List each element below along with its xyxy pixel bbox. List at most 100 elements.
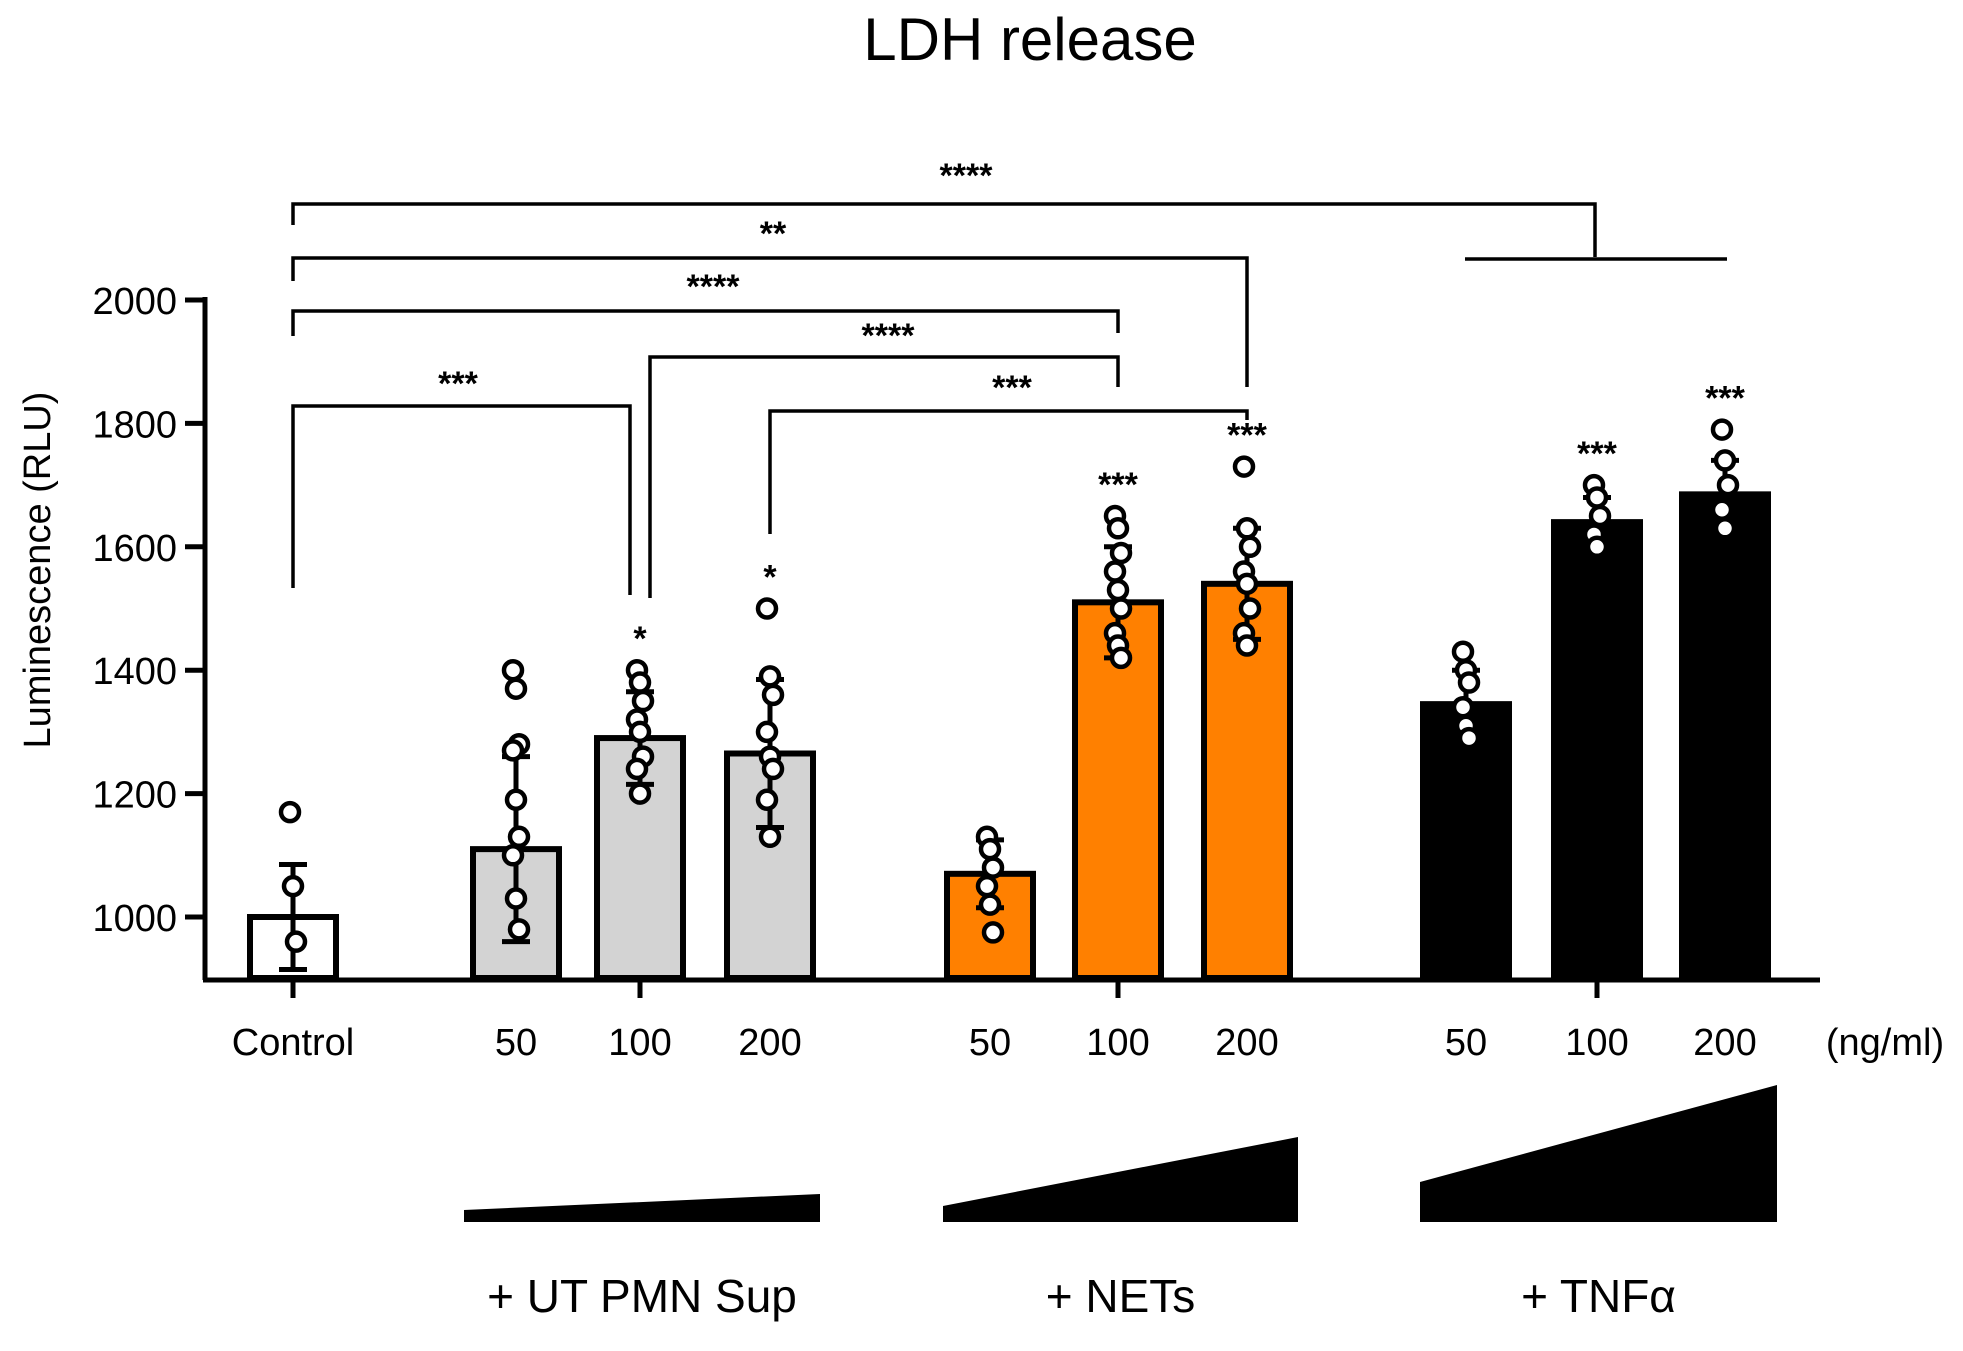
bars-layer: ******** ******: [247, 380, 1771, 982]
bar-group: ***: [1201, 417, 1293, 981]
bracket-label: ***: [438, 365, 478, 403]
bar: [1551, 519, 1643, 981]
y-tick-label: 1800: [92, 404, 177, 446]
data-point: [1451, 640, 1475, 663]
bar-group: [470, 658, 562, 981]
y-tick-label: 1600: [92, 528, 177, 570]
data-point: [758, 825, 782, 849]
data-point: [978, 837, 1002, 861]
data-point: [1235, 517, 1259, 540]
bar-group: *: [724, 559, 816, 981]
data-point: [1109, 541, 1133, 565]
data-point: [507, 825, 531, 849]
x-tick-label: 100: [1086, 1022, 1149, 1064]
significance-label: *: [763, 559, 777, 597]
data-point: [1106, 578, 1130, 602]
data-point: [975, 874, 999, 898]
significance-brackets: ********************: [291, 157, 1727, 598]
x-tick-label: 200: [1693, 1022, 1756, 1064]
data-point: [628, 782, 652, 805]
dose-wedge: [943, 1137, 1298, 1222]
data-point: [1713, 517, 1737, 540]
data-point: [981, 856, 1005, 879]
data-point: [1585, 486, 1609, 509]
data-point: [1716, 473, 1740, 497]
data-point: [761, 683, 785, 707]
x-tick-label: Control: [232, 1022, 355, 1064]
group-label: + TNFα: [1521, 1270, 1676, 1322]
data-point: [1109, 646, 1133, 670]
bracket-label: **: [760, 215, 787, 253]
dose-wedge-ut: + UT PMN Sup: [464, 1194, 820, 1322]
data-point: [1457, 726, 1481, 750]
significance-label: ***: [1227, 417, 1267, 455]
data-point: [755, 597, 779, 620]
bar-group: *: [594, 620, 686, 981]
data-point: [755, 788, 779, 812]
bar-group: [944, 825, 1036, 981]
x-tick-label: 50: [969, 1022, 1011, 1064]
bracket-line: [291, 309, 1120, 336]
data-point: [1588, 504, 1612, 528]
bracket-label: ***: [992, 369, 1032, 407]
data-point: [628, 671, 652, 694]
y-tick-label: 1000: [92, 898, 177, 940]
x-tick-label: 100: [608, 1022, 671, 1064]
data-point: [1106, 517, 1130, 540]
comparison-bracket: **: [291, 215, 1249, 387]
bar: [1420, 701, 1512, 981]
bracket-line: [291, 404, 632, 595]
data-point: [507, 918, 531, 941]
bracket-label: ****: [940, 157, 994, 195]
data-point: [504, 887, 528, 910]
group-label: + UT PMN Sup: [487, 1270, 797, 1322]
data-point: [504, 788, 528, 812]
data-point: [278, 800, 302, 824]
x-tick-label: 50: [1445, 1022, 1487, 1064]
significance-label: *: [633, 620, 647, 658]
data-point: [1238, 597, 1262, 620]
bar: [1679, 491, 1771, 981]
x-unit-label: (ng/ml): [1826, 1022, 1944, 1064]
data-point: [1232, 455, 1256, 478]
data-point: [1457, 671, 1481, 694]
bar-group: ***: [1551, 435, 1643, 981]
data-point: [281, 874, 305, 898]
bracket-line: [648, 355, 1120, 598]
data-point: [1235, 572, 1259, 596]
bracket-label: ****: [687, 268, 741, 306]
bar-group: [247, 800, 339, 981]
significance-label: ***: [1577, 435, 1617, 473]
data-point: [1451, 695, 1475, 719]
chart-title: LDH release: [863, 6, 1197, 73]
data-point: [1235, 634, 1259, 657]
data-point: [504, 677, 528, 700]
bracket-line: [291, 202, 1597, 257]
dose-wedge: [464, 1194, 820, 1222]
data-point: [501, 844, 525, 867]
x-tick-label: 50: [495, 1022, 537, 1064]
significance-label: ***: [1705, 380, 1745, 418]
data-point: [625, 757, 649, 781]
bracket-label: ****: [862, 317, 916, 355]
data-point: [631, 689, 655, 713]
y-axis-label: Luminescence (RLU): [17, 392, 59, 749]
data-point: [628, 720, 652, 744]
comparison-bracket: ***: [768, 369, 1249, 534]
x-tick-label: 200: [738, 1022, 801, 1064]
data-point: [501, 739, 525, 762]
data-point: [1238, 535, 1262, 559]
data-point: [1103, 560, 1127, 583]
y-tick-label: 1400: [92, 651, 177, 693]
data-point: [981, 921, 1005, 944]
data-point: [978, 893, 1002, 916]
x-tick-labels: Control 50 100 200 50 100 200 50 100 200: [232, 1022, 1757, 1064]
comparison-bracket: ****: [291, 268, 1120, 336]
data-point: [1585, 535, 1609, 559]
group-label: + NETs: [1046, 1270, 1196, 1322]
data-point: [1109, 597, 1133, 620]
comparison-bracket: ***: [291, 365, 632, 595]
y-tick-label: 1200: [92, 775, 177, 817]
